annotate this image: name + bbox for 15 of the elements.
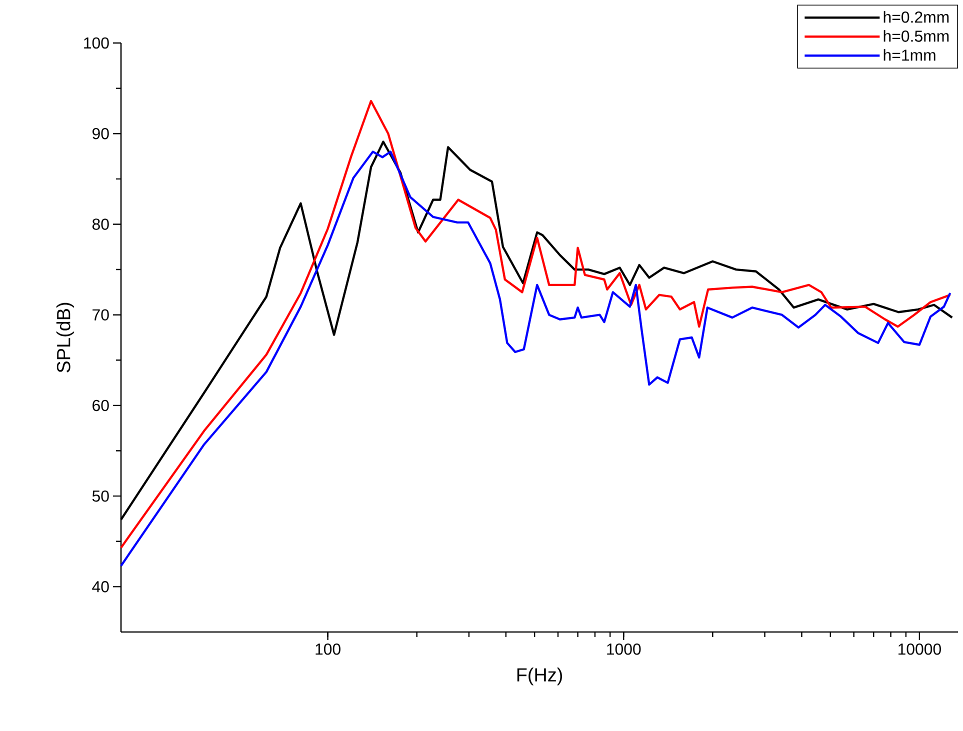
legend-label: h=0.2mm — [884, 11, 949, 23]
legend-label: h=0.5mm — [884, 30, 949, 42]
x-tick-label: 10000 — [898, 644, 941, 655]
x-tick-label: 1000 — [607, 644, 641, 655]
y-tick-label: 60 — [92, 400, 109, 412]
x-axis-title: F(Hz) — [517, 668, 562, 686]
legend-label: h=1mm — [884, 49, 936, 61]
y-axis-title: SPL(dB) — [56, 302, 74, 372]
x-tick-label: 100 — [316, 644, 340, 655]
y-tick-label: 100 — [84, 37, 109, 49]
y-tick-label: 80 — [92, 218, 109, 230]
y-tick-label: 50 — [92, 490, 109, 502]
y-tick-label: 40 — [92, 581, 109, 592]
y-tick-label: 90 — [92, 128, 109, 140]
y-tick-label: 70 — [92, 309, 109, 320]
